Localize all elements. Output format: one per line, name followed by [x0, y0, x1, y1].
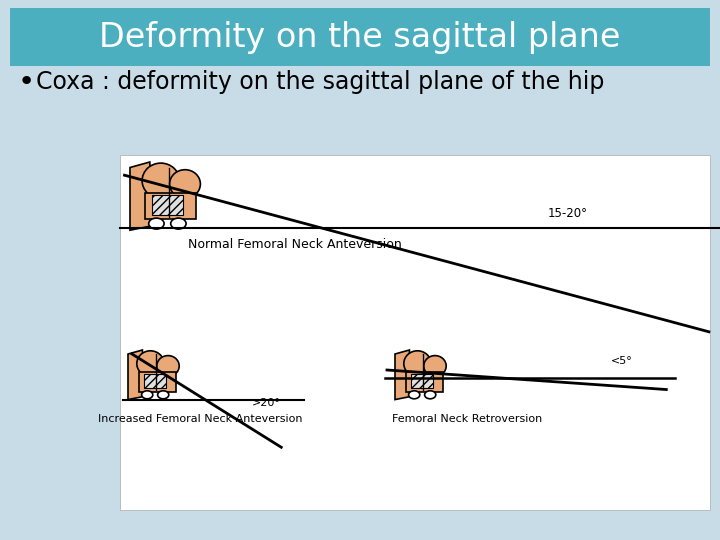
Ellipse shape: [170, 170, 200, 198]
Polygon shape: [130, 162, 152, 230]
Ellipse shape: [137, 351, 164, 376]
Ellipse shape: [424, 356, 446, 376]
Ellipse shape: [142, 391, 153, 399]
Text: Increased Femoral Neck Anteversion: Increased Femoral Neck Anteversion: [98, 414, 302, 424]
Text: >20°: >20°: [252, 398, 281, 408]
FancyBboxPatch shape: [120, 155, 710, 510]
Text: Deformity on the sagittal plane: Deformity on the sagittal plane: [99, 21, 621, 53]
Ellipse shape: [142, 163, 179, 198]
FancyBboxPatch shape: [144, 374, 166, 388]
Polygon shape: [145, 193, 196, 219]
Ellipse shape: [149, 218, 164, 229]
Text: Coxa : deformity on the sagittal plane of the hip: Coxa : deformity on the sagittal plane o…: [36, 70, 604, 94]
Ellipse shape: [157, 356, 179, 376]
Ellipse shape: [404, 351, 431, 376]
Polygon shape: [139, 373, 176, 392]
Text: •: •: [18, 68, 35, 96]
Text: Femoral Neck Retroversion: Femoral Neck Retroversion: [392, 414, 542, 424]
Text: Normal Femoral Neck Anteversion: Normal Femoral Neck Anteversion: [188, 238, 402, 251]
FancyBboxPatch shape: [10, 8, 710, 66]
Ellipse shape: [158, 391, 168, 399]
FancyBboxPatch shape: [411, 374, 433, 388]
Ellipse shape: [171, 218, 186, 229]
Ellipse shape: [425, 391, 436, 399]
Ellipse shape: [408, 391, 420, 399]
Text: <5°: <5°: [611, 356, 633, 367]
Polygon shape: [406, 373, 443, 392]
Polygon shape: [395, 350, 411, 400]
Polygon shape: [128, 350, 144, 400]
FancyBboxPatch shape: [152, 195, 183, 215]
Text: 15-20°: 15-20°: [548, 207, 588, 220]
